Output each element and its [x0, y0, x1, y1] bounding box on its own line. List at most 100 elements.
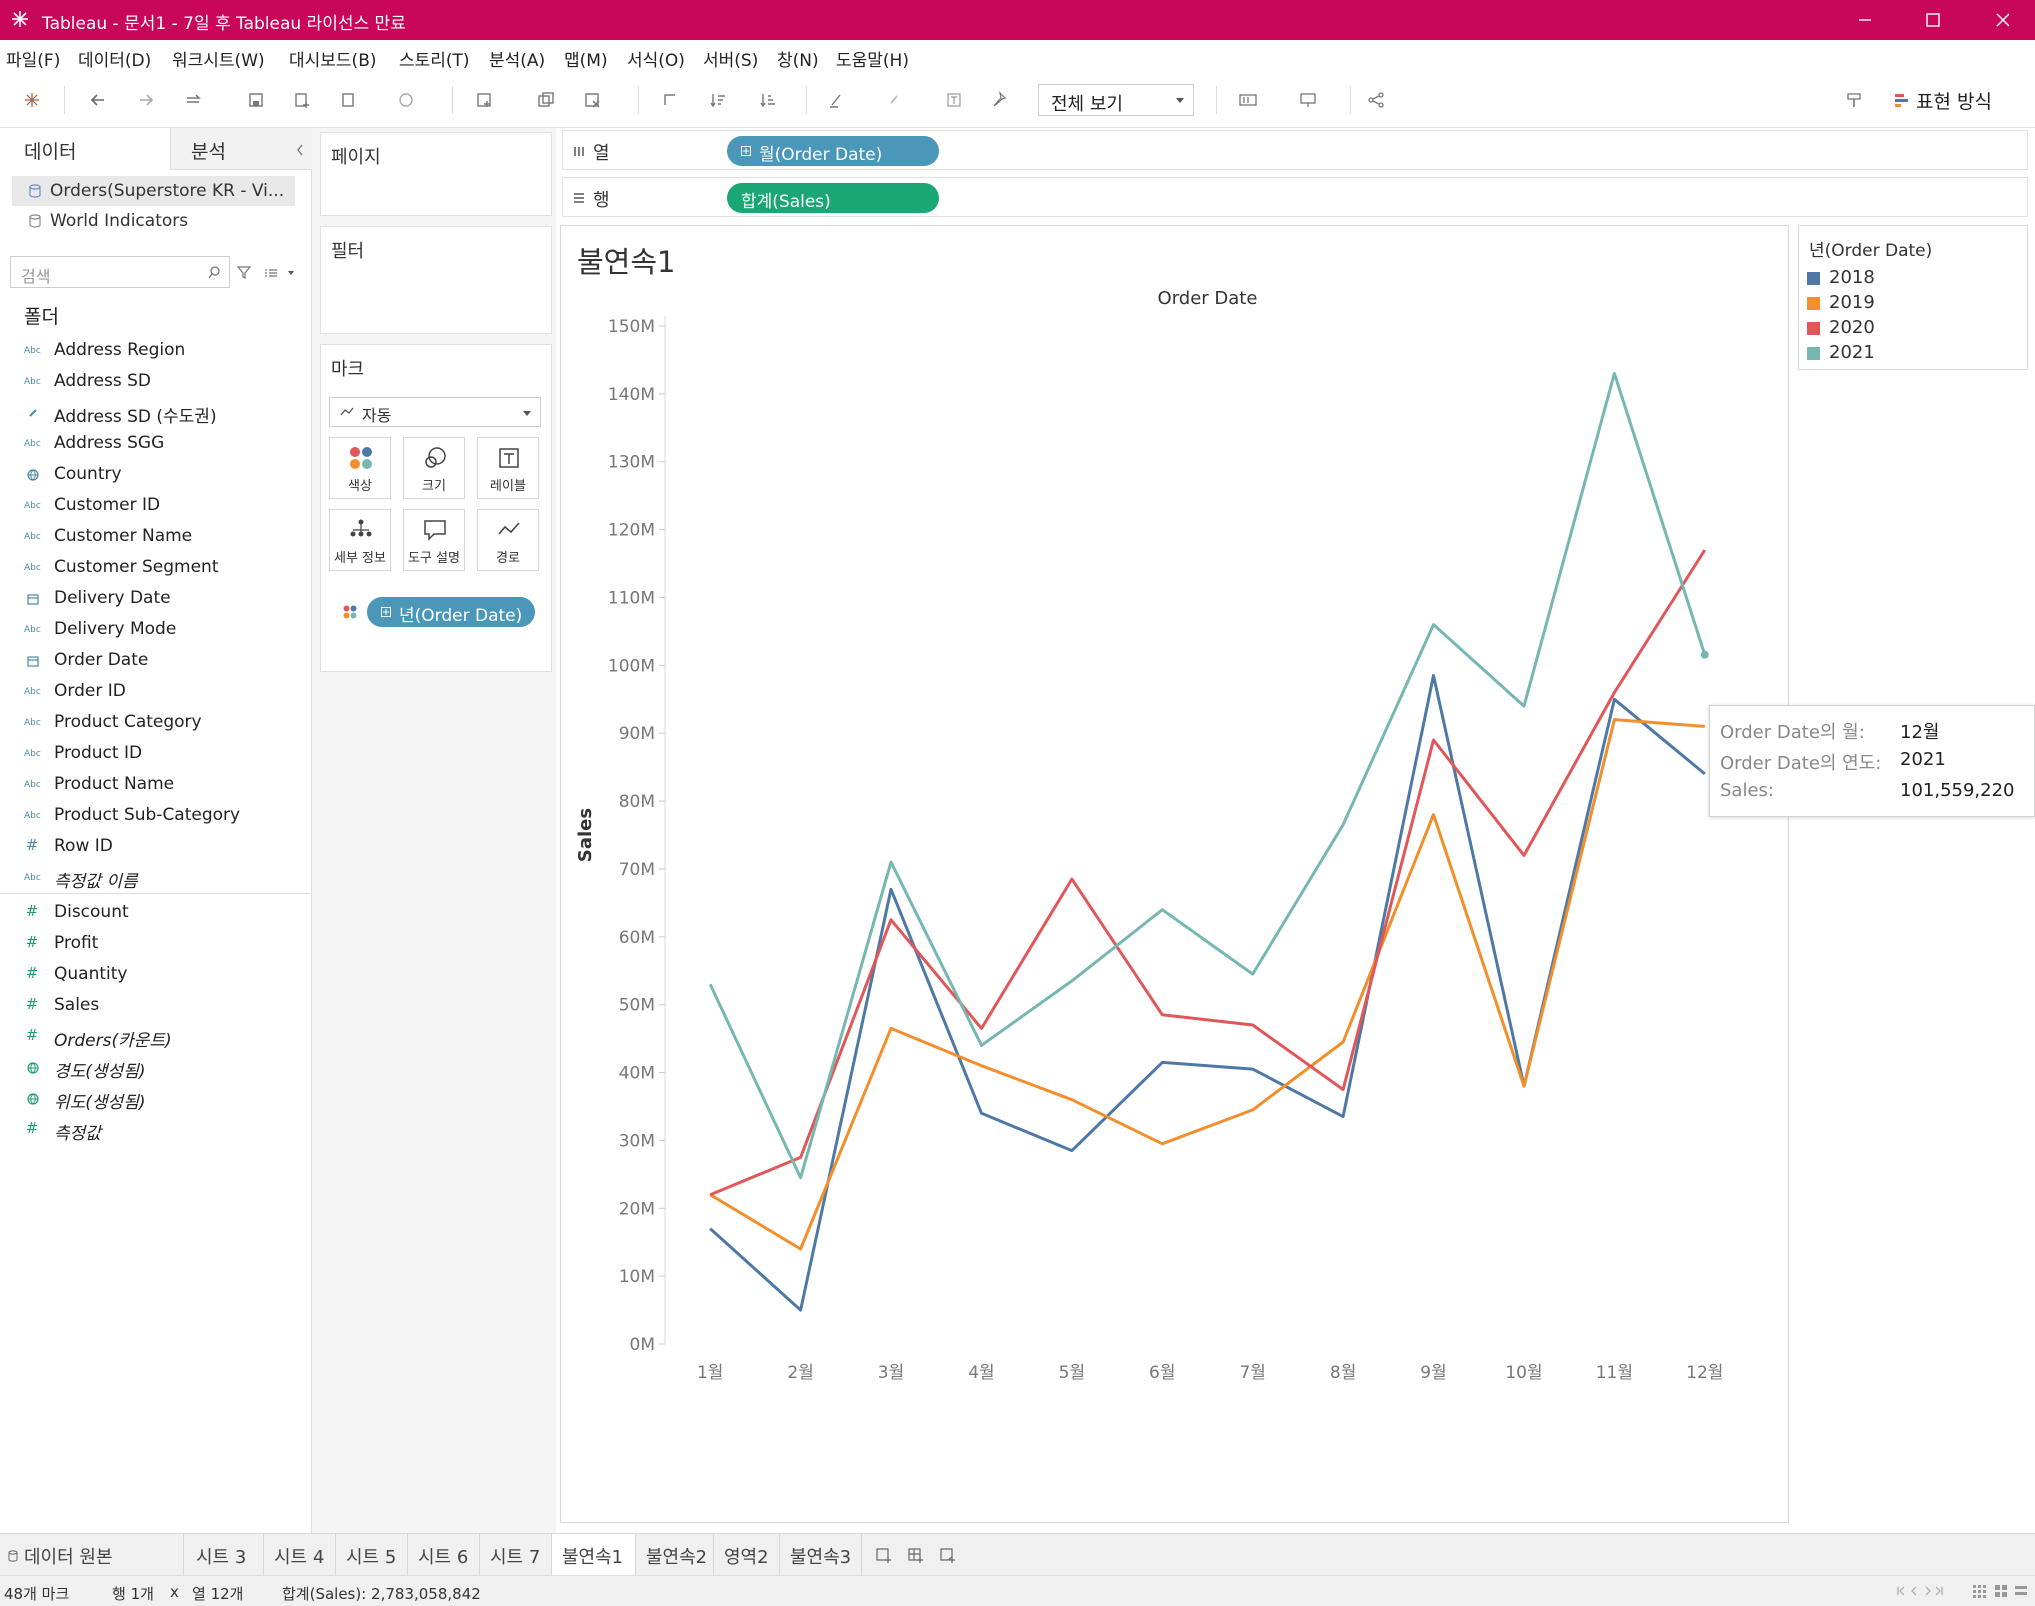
view-size-select[interactable]: 전체 보기 — [1038, 84, 1194, 116]
show-me-button[interactable]: 표현 방식 — [1916, 91, 1992, 113]
highlight-button[interactable] — [824, 88, 848, 112]
field-item[interactable]: # Sales — [0, 991, 310, 1022]
field-item[interactable]: Abc Customer ID — [0, 491, 310, 522]
rows-shelf[interactable]: 행 합계(Sales) — [562, 177, 2028, 217]
duplicate-sheet-button[interactable] — [534, 88, 558, 112]
sheet-nav-icon[interactable] — [1896, 1586, 1952, 1596]
field-item[interactable]: Country — [0, 460, 310, 491]
tab-discrete-1[interactable]: 불연속1 — [552, 1534, 636, 1576]
clear-sheet-button[interactable] — [580, 88, 604, 112]
tab-discrete-3[interactable]: 불연속3 — [780, 1534, 862, 1576]
new-dashboard-icon[interactable] — [908, 1548, 924, 1564]
menu-worksheet[interactable]: 워크시트(W) — [172, 51, 265, 71]
show-labels-button[interactable] — [942, 88, 966, 112]
field-item[interactable]: Abc Product ID — [0, 739, 310, 770]
field-item[interactable]: # Quantity — [0, 960, 310, 991]
field-search-input[interactable]: 검색 — [10, 256, 230, 288]
menu-story[interactable]: 스토리(T) — [399, 51, 470, 71]
filters-card[interactable]: 필터 — [320, 226, 552, 334]
tableau-home-button[interactable] — [20, 88, 44, 112]
marks-color-pill[interactable]: 년(Order Date) — [367, 597, 535, 627]
new-datasource-button[interactable] — [290, 88, 314, 112]
field-item[interactable]: 경도(생성됨) — [0, 1053, 310, 1084]
field-item[interactable]: Abc Address Region — [0, 336, 310, 367]
pages-card[interactable]: 페이지 — [320, 132, 552, 216]
size-button[interactable]: 크기 — [403, 437, 465, 499]
new-worksheet-icon[interactable] — [876, 1548, 892, 1564]
tab-sheet-6[interactable]: 시트 6 — [408, 1534, 480, 1576]
datasource-world-indicators[interactable]: World Indicators — [12, 206, 295, 236]
tab-sheet-3[interactable]: 시트 3 — [186, 1534, 264, 1576]
rows-pill-sum-sales[interactable]: 합계(Sales) — [727, 183, 939, 213]
fix-axes-button[interactable] — [988, 88, 1012, 112]
sort-asc-button[interactable] — [706, 88, 730, 112]
menu-server[interactable]: 서버(S) — [703, 51, 759, 71]
menu-window[interactable]: 창(N) — [777, 51, 819, 71]
series-line-2020[interactable] — [709, 549, 1707, 1197]
tooltip-button[interactable]: 도구 설명 — [403, 509, 465, 571]
tab-sheet-5[interactable]: 시트 5 — [336, 1534, 408, 1576]
menu-format[interactable]: 서식(O) — [627, 51, 685, 71]
format-painter-button[interactable] — [1842, 88, 1866, 112]
tab-sheet-4[interactable]: 시트 4 — [264, 1534, 336, 1576]
share-button[interactable] — [1364, 88, 1388, 112]
menu-file[interactable]: 파일(F) — [6, 51, 61, 71]
series-line-2018[interactable] — [709, 674, 1706, 1312]
label-button[interactable]: 레이블 — [477, 437, 539, 499]
field-item[interactable]: Abc Customer Segment — [0, 553, 310, 584]
tab-discrete-2[interactable]: 불연속2 — [636, 1534, 714, 1576]
field-item[interactable]: Abc Product Category — [0, 708, 310, 739]
columns-shelf[interactable]: 열 월(Order Date) — [562, 130, 2028, 170]
field-item[interactable]: Abc Address SGG — [0, 429, 310, 460]
show-cards-button[interactable] — [1236, 88, 1260, 112]
grid-view-icon[interactable] — [1972, 1584, 1986, 1598]
save-button[interactable] — [244, 88, 268, 112]
new-story-icon[interactable] — [940, 1548, 956, 1564]
datasource-orders[interactable]: Orders(Superstore KR - Vi... — [12, 176, 295, 206]
menu-data[interactable]: 데이터(D) — [78, 51, 152, 71]
field-item[interactable]: 위도(생성됨) — [0, 1084, 310, 1115]
redo-button[interactable] — [134, 88, 158, 112]
presentation-mode-button[interactable] — [1296, 88, 1320, 112]
tabs-view-icon[interactable] — [2014, 1584, 2028, 1598]
pause-update-button[interactable] — [336, 88, 360, 112]
new-worksheet-button[interactable] — [472, 88, 496, 112]
field-item[interactable]: # Discount — [0, 898, 310, 929]
mark-type-select[interactable]: 자동 — [329, 397, 541, 427]
tab-analysis[interactable]: 분석 — [170, 128, 312, 170]
replay-button[interactable] — [182, 88, 206, 112]
field-item[interactable]: Abc 측정값 이름 — [0, 863, 310, 894]
field-item[interactable]: Abc Address SD — [0, 367, 310, 398]
refresh-button[interactable] — [394, 88, 418, 112]
close-button[interactable] — [1972, 0, 2034, 40]
filter-icon[interactable] — [236, 264, 252, 280]
field-item[interactable]: Abc Product Name — [0, 770, 310, 801]
field-item[interactable]: Delivery Date — [0, 584, 310, 615]
view-options-icon[interactable] — [264, 268, 300, 278]
menu-map[interactable]: 맵(M) — [564, 51, 608, 71]
filmstrip-view-icon[interactable] — [1994, 1584, 2008, 1598]
menu-help[interactable]: 도움말(H) — [836, 51, 909, 71]
path-button[interactable]: 경로 — [477, 509, 539, 571]
field-item[interactable]: Address SD (수도권) — [0, 398, 310, 429]
tab-sheet-7[interactable]: 시트 7 — [480, 1534, 552, 1576]
swap-button[interactable] — [658, 88, 682, 112]
sort-desc-button[interactable] — [756, 88, 780, 112]
field-item[interactable]: Abc Customer Name — [0, 522, 310, 553]
detail-button[interactable]: 세부 정보 — [329, 509, 391, 571]
minimize-button[interactable] — [1834, 0, 1896, 40]
field-item[interactable]: Order Date — [0, 646, 310, 677]
field-item[interactable]: # Orders(카운트) — [0, 1022, 310, 1053]
undo-button[interactable] — [86, 88, 110, 112]
color-legend[interactable]: 년(Order Date) 2018 2019 2020 2021 — [1798, 225, 2028, 370]
selected-point[interactable] — [1700, 650, 1709, 659]
field-item[interactable]: # Row ID — [0, 832, 310, 863]
color-button[interactable]: 색상 — [329, 437, 391, 499]
field-item[interactable]: Abc Order ID — [0, 677, 310, 708]
columns-pill-month-order-date[interactable]: 월(Order Date) — [727, 136, 939, 166]
tab-area-2[interactable]: 영역2 — [714, 1534, 780, 1576]
menu-dashboard[interactable]: 대시보드(B) — [289, 51, 377, 71]
tab-data[interactable]: 데이터 — [0, 128, 170, 170]
menu-analysis[interactable]: 분석(A) — [489, 51, 546, 71]
field-item[interactable]: # Profit — [0, 929, 310, 960]
